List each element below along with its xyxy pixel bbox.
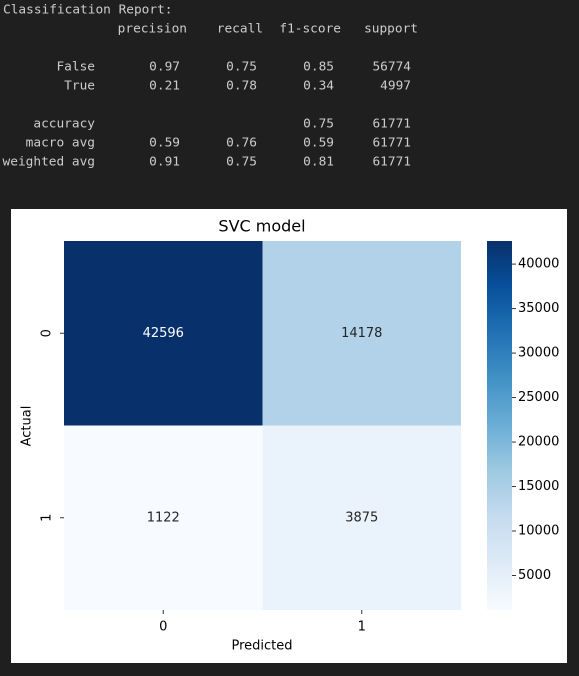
colorbar xyxy=(487,241,512,610)
report-header: support xyxy=(364,22,418,37)
y-tick-label: 0 xyxy=(40,329,55,337)
report-header: f1-score xyxy=(279,22,341,37)
report-value: 0.75 xyxy=(303,117,334,132)
colorbar-tick-label: 30000 xyxy=(518,346,559,361)
report-row-label: macro avg xyxy=(26,136,95,151)
report-value: 0.76 xyxy=(226,136,257,151)
report-value: 0.34 xyxy=(303,79,334,94)
report-header: precision xyxy=(118,22,187,37)
heatmap: SVC model Predicted Actual 42596 14178112… xyxy=(20,217,560,654)
colorbar-tick-label: 10000 xyxy=(518,524,559,539)
heatmap-cell xyxy=(64,425,263,610)
heatmap-cell xyxy=(262,241,461,426)
report-value: 0.21 xyxy=(149,79,180,94)
cell-annotation: 1122 xyxy=(147,510,180,525)
cell-annotation: 3875 xyxy=(345,510,378,525)
y-axis-label: Actual xyxy=(20,406,35,447)
colorbar-tick-label: 20000 xyxy=(518,435,559,450)
report-title: Classification Report: xyxy=(3,3,173,18)
x-tick-label: 1 xyxy=(358,620,366,635)
report-value: 0.81 xyxy=(303,155,334,170)
report-value: 0.97 xyxy=(149,60,180,75)
report-value: 0.75 xyxy=(226,155,257,170)
report-value: 61771 xyxy=(372,136,411,151)
x-tick-label: 0 xyxy=(159,620,167,635)
heatmap-cell xyxy=(64,241,263,426)
cell-annotation: 42596 xyxy=(143,326,184,341)
cell-annotation: 14178 xyxy=(341,326,382,341)
report-value: 61771 xyxy=(372,117,411,132)
colorbar-tick-label: 35000 xyxy=(518,301,559,316)
x-axis-label: Predicted xyxy=(231,639,292,654)
report-value: 56774 xyxy=(372,60,411,75)
report-row-label: accuracy xyxy=(33,117,95,132)
report-value: 61771 xyxy=(372,155,411,170)
report-row-label: False xyxy=(56,60,95,75)
report-row-label: True xyxy=(64,79,95,94)
colorbar-tick-label: 5000 xyxy=(518,568,551,583)
colorbar-tick-label: 15000 xyxy=(518,479,559,494)
report-value: 0.91 xyxy=(149,155,180,170)
report-value: 0.75 xyxy=(226,60,257,75)
chart-title: SVC model xyxy=(218,217,305,236)
report: precision recall f1-score support False 0.97 0… xyxy=(3,22,418,170)
colorbar-tick-label: 40000 xyxy=(518,257,559,272)
report-value: 0.85 xyxy=(303,60,334,75)
colorbar-tick-label: 25000 xyxy=(518,390,559,405)
report-row-label: weighted avg xyxy=(3,155,95,170)
report-value: 4997 xyxy=(380,79,411,94)
report-value: 0.78 xyxy=(226,79,257,94)
report-value: 0.59 xyxy=(303,136,334,151)
report-header: recall xyxy=(217,22,263,37)
heatmap-cell xyxy=(262,425,461,610)
y-tick-label: 1 xyxy=(40,514,55,522)
report-value: 0.59 xyxy=(149,136,180,151)
